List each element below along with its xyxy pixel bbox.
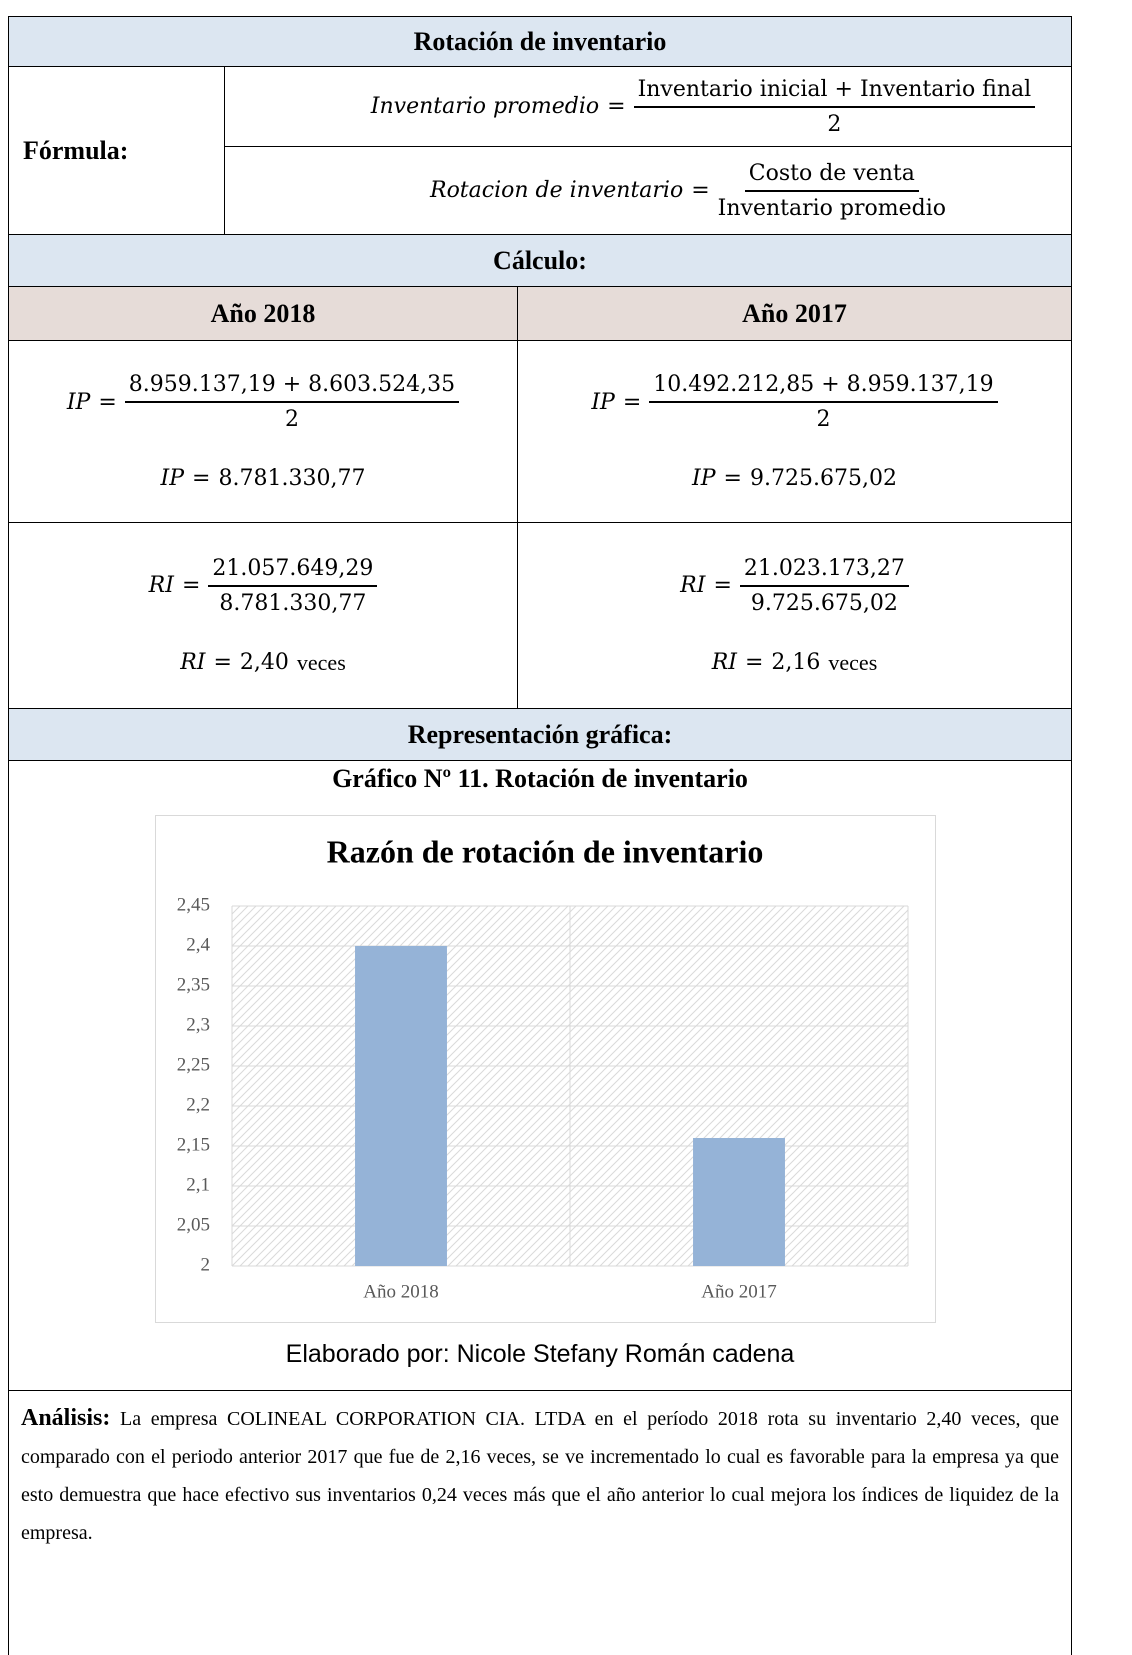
result: RI = 2,40 veces <box>180 650 346 676</box>
chart-title: Razón de rotación de inventario <box>327 833 764 869</box>
y-tick-label: 2,15 <box>177 1134 210 1155</box>
lhs: IP <box>591 389 615 415</box>
op: = <box>181 573 201 598</box>
formula: IP = 8.959.137,19 + 8.603.524,35 2 <box>66 372 460 432</box>
ri-cell: RI = 21.057.649,29 8.781.330,77 RI = 2,40 veces <box>8 522 518 709</box>
denominator: 2 <box>284 407 299 432</box>
x-tick-label: Año 2017 <box>701 1281 776 1302</box>
fraction: Inventario inicial + Inventario final 2 <box>633 77 1036 137</box>
denominator: 9.725.675,02 <box>750 590 898 616</box>
fraction: Costo de venta Inventario promedio <box>718 161 946 221</box>
numerator: 21.057.649,29 <box>208 556 378 587</box>
lhs: RI <box>680 573 706 598</box>
op: = <box>192 466 211 491</box>
result: IP = 9.725.675,02 <box>692 466 897 491</box>
result-value: 2,16 <box>771 650 821 675</box>
graphic-heading: Representación gráfica: <box>8 708 1072 761</box>
bar <box>355 946 447 1266</box>
ip-cell: IP = 10.492.212,85 + 8.959.137,19 2 IP = 9.725… <box>517 340 1072 523</box>
op: = <box>723 466 742 491</box>
unit: veces <box>828 649 878 675</box>
lhs: IP <box>66 389 91 415</box>
y-tick-label: 2,4 <box>186 934 210 955</box>
fraction: 21.057.649,29 8.781.330,77 <box>208 556 378 616</box>
analysis-label: Análisis: <box>21 1405 111 1431</box>
lhs: IP <box>692 466 716 491</box>
x-tick-label: Año 2018 <box>363 1281 438 1302</box>
unit: veces <box>296 649 346 675</box>
y-tick-label: 2 <box>201 1254 211 1275</box>
result-value: 8.781.330,77 <box>218 466 366 491</box>
result-value: 2,40 <box>239 650 289 675</box>
op: = <box>98 389 117 415</box>
y-tick-label: 2,25 <box>177 1054 210 1075</box>
lhs: RI <box>180 650 206 675</box>
numerator: Inventario inicial + Inventario final <box>633 77 1036 108</box>
formula-row: Rotacion de inventario = Costo de venta Inv… <box>224 146 1072 235</box>
op: = <box>213 650 232 675</box>
formula-row: Inventario promedio = Inventario inicial +… <box>224 66 1072 147</box>
y-tick-label: 2,05 <box>177 1214 210 1235</box>
lhs: RI <box>148 573 174 598</box>
op: = <box>691 178 710 203</box>
op: = <box>744 650 764 675</box>
denominator: 2 <box>816 407 831 432</box>
lhs: Rotacion de inventario <box>430 178 684 203</box>
ip-cell: IP = 8.959.137,19 + 8.603.524,35 2 IP = 8.781.… <box>8 340 518 523</box>
denominator: 8.781.330,77 <box>219 590 367 616</box>
y-tick-label: 2,1 <box>186 1174 210 1195</box>
numerator: Costo de venta <box>744 161 919 192</box>
denominator: Inventario promedio <box>717 195 946 221</box>
source: Elaborado por: Nicole Stefany Román cade… <box>285 1340 795 1368</box>
formula: Rotacion de inventario = Costo de venta Inv… <box>430 161 946 221</box>
lhs: RI <box>711 650 737 675</box>
denominator: 2 <box>827 111 842 137</box>
y-tick-label: 2,45 <box>177 894 210 915</box>
analysis-text: La empresa COLINEAL CORPORATION CIA. LTD… <box>21 1408 1059 1544</box>
fraction: 10.492.212,85 + 8.959.137,19 2 <box>649 372 998 432</box>
title: Rotación de inventario <box>8 16 1072 67</box>
result: IP = 8.781.330,77 <box>161 466 366 491</box>
op: = <box>622 389 642 415</box>
year-header: Año 2017 <box>517 286 1072 341</box>
y-tick-label: 2,3 <box>186 1014 210 1035</box>
formula: RI = 21.057.649,29 8.781.330,77 <box>149 556 378 616</box>
ri-cell: RI = 21.023.173,27 9.725.675,02 RI = 2,16 veces <box>517 522 1072 709</box>
y-tick-label: 2,2 <box>186 1094 210 1115</box>
formula-label: Fórmula: <box>8 66 225 235</box>
numerator: 21.023.173,27 <box>739 556 909 587</box>
fraction: 21.023.173,27 9.725.675,02 <box>739 556 909 616</box>
fraction: 8.959.137,19 + 8.603.524,35 2 <box>124 372 460 432</box>
formula: RI = 21.023.173,27 9.725.675,02 <box>680 556 909 616</box>
op: = <box>713 573 732 598</box>
analysis: Análisis: La empresa COLINEAL CORPORATIO… <box>8 1390 1072 1655</box>
numerator: 8.959.137,19 + 8.603.524,35 <box>124 372 460 403</box>
calc-heading: Cálculo: <box>8 234 1072 287</box>
y-tick-label: 2,35 <box>177 974 210 995</box>
year-header: Año 2018 <box>8 286 518 341</box>
numerator: 10.492.212,85 + 8.959.137,19 <box>649 372 998 403</box>
lhs: Inventario promedio <box>370 94 600 119</box>
result: RI = 2,16 veces <box>712 650 878 676</box>
chart: Razón de rotación de inventario 2,45 2,4 2… <box>155 815 936 1323</box>
bar <box>693 1138 785 1266</box>
formula: IP = 10.492.212,85 + 8.959.137,19 2 <box>591 372 998 432</box>
caption: Gráfico Nº 11. Rotación de inventario <box>332 764 748 793</box>
op: = <box>607 94 626 119</box>
result-value: 9.725.675,02 <box>749 466 897 491</box>
lhs: IP <box>160 466 185 491</box>
formula: Inventario promedio = Inventario inicial +… <box>370 77 1036 137</box>
